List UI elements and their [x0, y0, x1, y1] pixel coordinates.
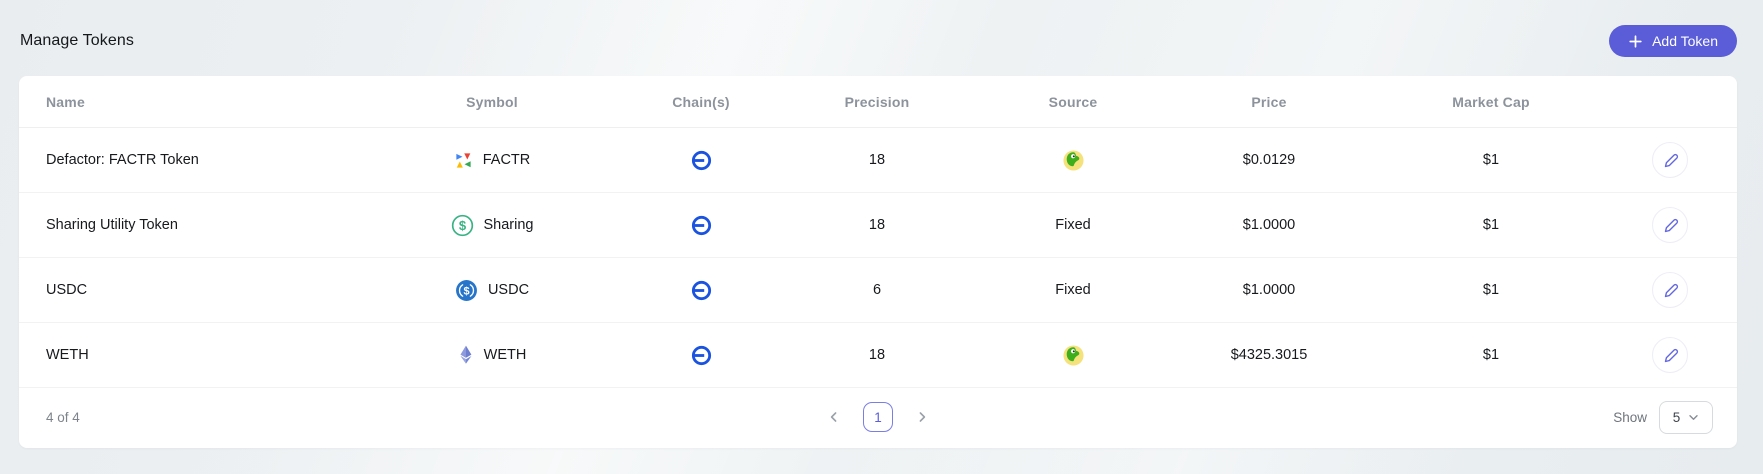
table-header-row: Name Symbol Chain(s) Precision Source Pr…: [19, 76, 1737, 128]
factr-token-icon: [454, 151, 473, 170]
column-header-name: Name: [46, 93, 85, 110]
token-symbol: FACTR: [482, 152, 531, 168]
token-symbol: USDC: [487, 282, 530, 298]
token-price: $1.0000: [1242, 282, 1296, 298]
table-footer: 4 of 4 1 Show 5: [19, 388, 1737, 446]
add-token-button[interactable]: Add Token: [1609, 25, 1737, 57]
source-cell: [987, 344, 1159, 367]
token-price: $1.0000: [1242, 217, 1296, 233]
plus-icon: [1628, 34, 1643, 49]
chain-cell: [635, 149, 767, 172]
column-header-price: Price: [1251, 93, 1287, 110]
pencil-icon: [1662, 217, 1679, 234]
source-cell: [987, 149, 1159, 172]
token-precision: 6: [872, 282, 882, 298]
page-title: Manage Tokens: [20, 32, 134, 49]
table-row: Defactor: FACTR Token FACTR 18: [19, 128, 1737, 193]
chain-circle-minus-icon: [690, 149, 713, 172]
pencil-icon: [1662, 347, 1679, 364]
token-precision: 18: [868, 347, 886, 363]
svg-text:$: $: [458, 218, 466, 233]
pagination: 1: [825, 402, 931, 432]
page-size-select[interactable]: 5: [1659, 400, 1713, 434]
ethereum-icon: [458, 345, 474, 365]
coingecko-icon: [1062, 149, 1085, 172]
token-symbol: Sharing: [483, 217, 534, 233]
svg-text:$: $: [463, 285, 469, 297]
column-header-precision: Precision: [844, 93, 910, 110]
page-number-button[interactable]: 1: [863, 402, 893, 432]
edit-token-button[interactable]: [1652, 207, 1688, 243]
chevron-left-icon: [827, 410, 841, 424]
token-name: Sharing Utility Token: [46, 217, 178, 233]
source-cell: Fixed: [1055, 282, 1091, 298]
next-page-button[interactable]: [913, 408, 931, 426]
column-header-symbol: Symbol: [466, 93, 518, 110]
token-symbol: WETH: [483, 347, 527, 363]
column-header-source: Source: [1048, 93, 1098, 110]
add-token-label: Add Token: [1652, 33, 1718, 49]
token-market-cap: $1: [1482, 152, 1500, 168]
tokens-table-card: Name Symbol Chain(s) Precision Source Pr…: [19, 76, 1737, 448]
page-header: Manage Tokens Add Token: [0, 0, 1763, 76]
table-row: Sharing Utility Token $ Sharing 18 Fixed…: [19, 193, 1737, 258]
table-row: USDC $ USDC 6 Fixed $1.0000 $1: [19, 258, 1737, 323]
pencil-icon: [1662, 152, 1679, 169]
row-count-label: 4 of 4: [46, 409, 80, 425]
token-name: Defactor: FACTR Token: [46, 152, 199, 168]
page-size-control: Show 5: [1613, 400, 1713, 434]
token-market-cap: $1: [1482, 217, 1500, 233]
edit-token-button[interactable]: [1652, 337, 1688, 373]
token-precision: 18: [868, 217, 886, 233]
show-label: Show: [1613, 409, 1647, 425]
previous-page-button[interactable]: [825, 408, 843, 426]
table-row: WETH WETH 18: [19, 323, 1737, 388]
pencil-icon: [1662, 282, 1679, 299]
chain-circle-minus-icon: [690, 214, 713, 237]
source-cell: Fixed: [1055, 217, 1091, 233]
chain-cell: [635, 214, 767, 237]
token-name: USDC: [46, 282, 88, 298]
dollar-circle-outline-icon: $: [451, 214, 474, 237]
usdc-icon: $: [455, 279, 478, 302]
token-precision: 18: [868, 152, 886, 168]
coingecko-icon: [1062, 344, 1085, 367]
page-size-value: 5: [1672, 409, 1681, 425]
chevron-right-icon: [915, 410, 929, 424]
token-name: WETH: [46, 347, 89, 363]
chain-cell: [635, 344, 767, 367]
edit-token-button[interactable]: [1652, 142, 1688, 178]
chain-circle-minus-icon: [690, 344, 713, 367]
token-market-cap: $1: [1482, 347, 1500, 363]
column-header-chains: Chain(s): [672, 93, 730, 110]
token-price: $4325.3015: [1230, 347, 1308, 363]
chevron-down-icon: [1688, 412, 1699, 423]
chain-cell: [635, 279, 767, 302]
token-price: $0.0129: [1242, 152, 1296, 168]
chain-circle-minus-icon: [690, 279, 713, 302]
column-header-market-cap: Market Cap: [1452, 93, 1530, 110]
edit-token-button[interactable]: [1652, 272, 1688, 308]
token-market-cap: $1: [1482, 282, 1500, 298]
